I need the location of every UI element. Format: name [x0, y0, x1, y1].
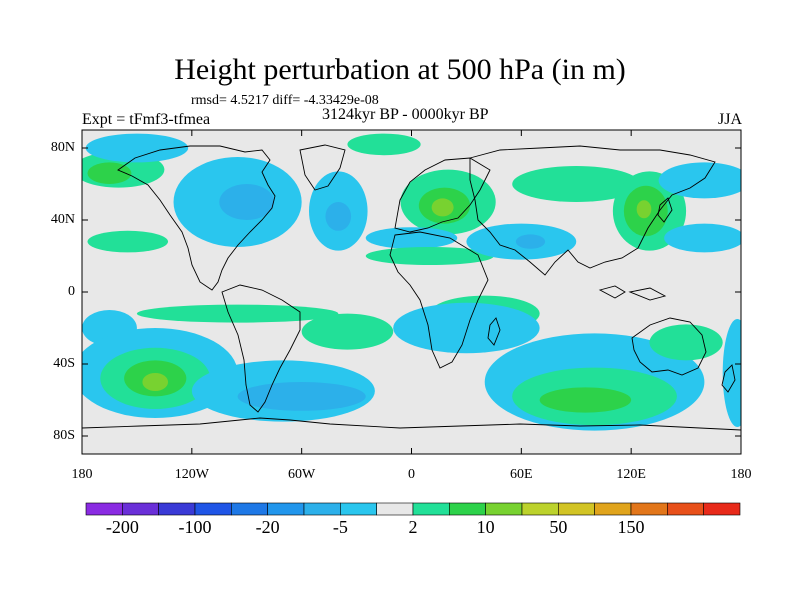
field-patch-13 — [347, 133, 421, 156]
colorbar-label-5: 10 — [476, 517, 495, 537]
field-patch-19 — [636, 200, 652, 219]
field-patch-10 — [431, 198, 454, 217]
colorbar-label-0: -200 — [105, 517, 139, 537]
colorbar-box-2 — [158, 502, 196, 516]
period-label: 3124kyr BP - 0000kyr BP — [322, 106, 489, 123]
lon-tick-label-1: 120W — [174, 467, 209, 482]
field-patch-32 — [393, 302, 540, 354]
field-patch-28 — [142, 373, 169, 391]
season-label: JJA — [717, 111, 742, 128]
colorbar-box-3 — [194, 502, 232, 516]
colorbar-box-16 — [667, 502, 704, 516]
colorbar-box-6 — [303, 502, 341, 516]
colorbar-label-1: -100 — [178, 517, 212, 537]
field-patch-15 — [515, 234, 546, 249]
lat-tick-label-0: 80N — [50, 140, 75, 155]
colorbar-box-0 — [85, 502, 123, 516]
colorbar-box-8 — [376, 502, 414, 516]
colorbar-box-5 — [267, 502, 305, 516]
lat-tick-label-1: 40N — [50, 212, 75, 227]
colorbar-box-14 — [594, 502, 632, 516]
lon-tick-label-0: 180 — [71, 467, 93, 482]
experiment-label: Expt = tFmf3-tfmea — [82, 111, 211, 128]
field-patch-7 — [325, 202, 352, 231]
field-patch-12 — [365, 247, 494, 265]
field-patch-23 — [136, 304, 339, 323]
field-patch-37 — [722, 319, 741, 427]
colorbar-box-10 — [449, 502, 486, 516]
colorbar — [85, 502, 741, 516]
lat-tick-label-4: 80S — [53, 428, 75, 443]
colorbar-box-11 — [485, 502, 523, 516]
lon-tick-label-4: 60E — [510, 467, 533, 482]
field-patch-31 — [237, 382, 366, 411]
colorbar-label-7: 150 — [617, 517, 645, 537]
perturbation-field — [82, 133, 741, 431]
field-patch-29 — [301, 313, 394, 350]
colorbar-box-17 — [703, 502, 741, 516]
field-patch-11 — [365, 227, 458, 249]
lon-tick-label-5: 120E — [616, 467, 646, 482]
colorbar-box-12 — [521, 502, 559, 516]
map-ticks — [81, 130, 742, 454]
stats-text: rmsd= 4.5217 diff= -4.33429e-08 — [191, 93, 379, 108]
colorbar-label-4: 2 — [408, 517, 418, 537]
colorbar-box-15 — [630, 502, 668, 516]
lon-tick-label-3: 0 — [408, 467, 415, 482]
colorbar-label-2: -20 — [255, 517, 280, 537]
colorbar-label-3: -5 — [332, 517, 348, 537]
field-patch-5 — [219, 184, 275, 220]
lon-tick-label-6: 180 — [730, 467, 752, 482]
field-patch-2 — [87, 230, 169, 253]
lat-tick-label-2: 0 — [68, 284, 75, 299]
colorbar-box-1 — [122, 502, 159, 516]
field-patch-35 — [539, 387, 632, 413]
lon-tick-label-2: 60W — [288, 467, 316, 482]
colorbar-box-9 — [412, 502, 450, 516]
chart-title: Height perturbation at 500 hPa (in m) — [174, 53, 626, 86]
colorbar-label-6: 50 — [549, 517, 568, 537]
colorbar-box-7 — [340, 502, 377, 516]
field-patch-21 — [664, 223, 741, 253]
colorbar-box-4 — [231, 502, 268, 516]
coastlines — [82, 144, 741, 431]
field-patch-3 — [85, 133, 189, 163]
field-patch-16 — [512, 166, 641, 202]
field-patch-20 — [658, 162, 741, 199]
lat-tick-label-3: 40S — [53, 356, 75, 371]
field-patch-36 — [649, 324, 723, 361]
colorbar-box-13 — [558, 502, 595, 516]
